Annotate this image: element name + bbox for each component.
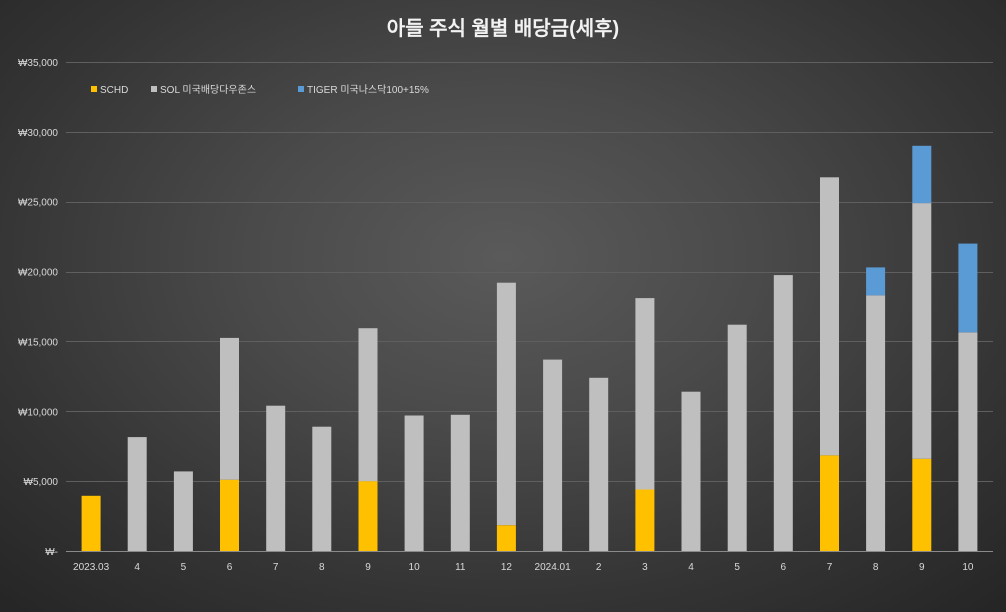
bar-segment-1-3 [220, 337, 239, 480]
bar-segment-1-17 [866, 295, 886, 551]
bar-segment-1-18 [912, 203, 932, 459]
y-tick-label: ₩15,000 [18, 337, 58, 348]
legend-swatch [298, 86, 304, 92]
bar-segment-1-10 [543, 359, 563, 551]
y-tick-label: ₩10,000 [18, 407, 58, 418]
bar-segment-1-2 [173, 471, 193, 551]
x-tick-label: 7 [827, 562, 833, 573]
x-tick-label: 11 [455, 562, 466, 573]
bar-segment-1-8 [450, 414, 470, 551]
bar-segment-1-14 [727, 324, 747, 551]
gridlines [66, 62, 993, 552]
x-tick-label: 3 [642, 562, 648, 573]
x-tick-label: 6 [227, 562, 233, 573]
bar-segment-2-18 [912, 145, 932, 204]
legend-label: SOL 미국배당다우존스 [160, 84, 256, 96]
x-tick-label: 5 [734, 562, 740, 573]
bar-segment-1-1 [127, 437, 147, 551]
x-tick-label: 5 [181, 562, 187, 573]
bar-segment-1-15 [773, 275, 793, 551]
bar-segment-1-16 [820, 177, 839, 456]
x-tick-label: 9 [919, 562, 925, 573]
x-tick-label: 8 [873, 562, 879, 573]
bar-segment-0-3 [220, 479, 239, 551]
x-tick-label: 2 [596, 562, 602, 573]
bar-segment-1-5 [312, 426, 332, 551]
bar-segment-2-19 [958, 243, 978, 333]
x-tick-label: 10 [409, 562, 421, 573]
bar-segment-1-19 [958, 332, 978, 551]
bar-segment-1-12 [635, 298, 655, 490]
bar-segment-1-6 [358, 328, 378, 482]
bar-segment-2-17 [866, 267, 886, 296]
y-tick-label: ₩25,000 [18, 198, 58, 209]
x-tick-label: 7 [273, 562, 279, 573]
bar-segment-1-4 [266, 405, 286, 551]
legend-swatch [151, 86, 157, 92]
y-axis: ₩- ₩5,000 ₩10,000 ₩15,000 ₩20,000 ₩25,000 ₩30,… [18, 58, 58, 558]
legend-label: TIGER 미국나스닥100+15% [307, 84, 429, 96]
x-axis: 2023.03 4 5 6 7 8 9 10 11 12 2024.01 2 3 4 5 6 7 8 9 10 [73, 562, 974, 573]
x-tick-label: 2023.03 [73, 562, 110, 573]
x-tick-label: 4 [134, 562, 140, 573]
x-tick-label: 8 [319, 562, 325, 573]
legend-swatch [91, 86, 97, 92]
x-tick-label: 10 [962, 562, 974, 573]
x-tick-label: 4 [688, 562, 694, 573]
y-tick-label: ₩35,000 [18, 58, 58, 69]
y-tick-label: ₩20,000 [18, 268, 58, 279]
legend-label: SCHD [100, 85, 128, 96]
bar-segment-0-6 [358, 481, 378, 551]
bars [81, 145, 978, 551]
bar-segment-0-12 [635, 489, 655, 551]
legend: SCHD SOL 미국배당다우존스 TIGER 미국나스닥100+15% [91, 84, 429, 96]
bar-segment-0-16 [820, 455, 839, 551]
bar-segment-1-9 [496, 282, 516, 526]
y-tick-label: ₩30,000 [18, 128, 58, 139]
bar-segment-1-7 [404, 415, 424, 551]
y-tick-label: ₩- [45, 547, 58, 558]
x-tick-label: 9 [365, 562, 371, 573]
bar-segment-1-11 [589, 377, 609, 551]
bar-segment-1-13 [681, 391, 701, 551]
x-tick-label: 12 [501, 562, 513, 573]
chart-title: 아들 주식 월별 배당금(세후) [387, 17, 619, 40]
bar-segment-0-18 [912, 458, 932, 551]
y-tick-label: ₩5,000 [24, 477, 59, 488]
x-tick-label: 6 [781, 562, 787, 573]
bar-segment-0-0 [81, 495, 101, 551]
x-tick-label: 2024.01 [535, 562, 572, 573]
bar-segment-0-9 [496, 525, 516, 551]
